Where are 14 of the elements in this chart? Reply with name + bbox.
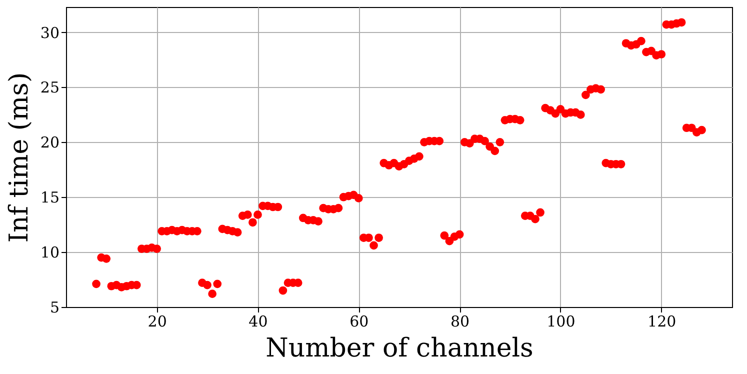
y-tick-label: 30 [40, 24, 60, 42]
y-tick-label: 5 [50, 298, 60, 316]
y-axis-title: Inf time (ms) [4, 72, 34, 243]
x-tick-label: 60 [350, 312, 369, 330]
y-tick-label: 10 [40, 244, 60, 262]
x-tick-label: 120 [648, 312, 676, 330]
x-axis-title: Number of channels [266, 334, 534, 364]
x-tick-label: 80 [450, 312, 470, 330]
y-tick-label: 20 [40, 134, 60, 152]
y-tick-label: 15 [40, 188, 60, 207]
x-tick-label: 40 [248, 312, 268, 330]
x-tick-label: 100 [546, 312, 576, 330]
x-tick-label: 20 [148, 312, 167, 330]
y-tick-label: 25 [40, 78, 60, 97]
